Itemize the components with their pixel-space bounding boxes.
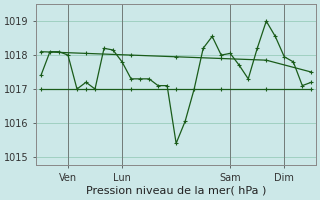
X-axis label: Pression niveau de la mer( hPa ): Pression niveau de la mer( hPa ) [86, 186, 266, 196]
